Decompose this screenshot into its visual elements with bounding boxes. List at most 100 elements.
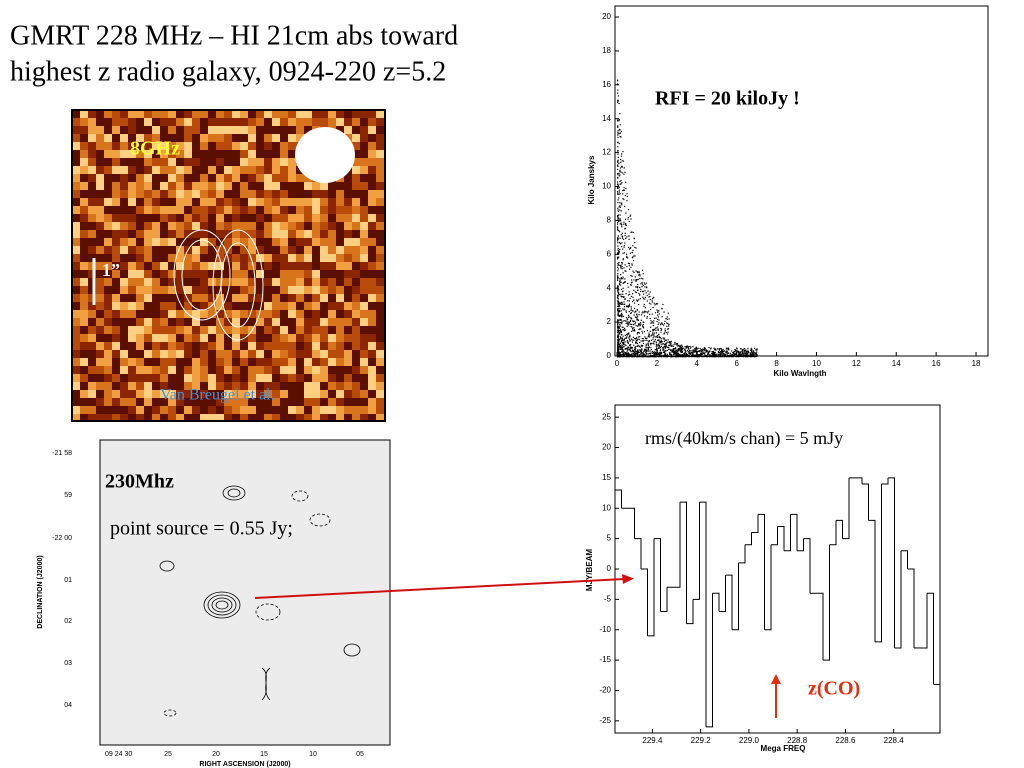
spectrum-step: [654, 538, 661, 612]
y-tick-label: 03: [64, 660, 72, 667]
x-tick-label: 09 24 30: [105, 751, 132, 758]
spectrum-step: [725, 574, 733, 630]
x-tick-label: 16: [932, 359, 941, 368]
x-tick-label: 6: [734, 359, 739, 368]
y-tick-label: 8: [607, 216, 612, 225]
y-tick-label: 01: [64, 577, 72, 584]
spectrum-step: [797, 538, 804, 552]
y-tick-label: 6: [607, 249, 612, 258]
y-tick-label: 10: [602, 182, 611, 191]
x-tick-label: 229.2: [691, 736, 712, 745]
contours: [173, 229, 264, 341]
spectrum-step: [732, 562, 739, 631]
spectrum-step: [758, 513, 765, 630]
x-tick-label: 0: [615, 359, 620, 368]
spectrum-step: [803, 538, 811, 594]
y-tick-label: 16: [602, 80, 611, 89]
map-contours: [159, 485, 361, 717]
y-tick-label: -21 58: [52, 450, 72, 457]
y-tick-label: -10: [599, 625, 611, 634]
y-tick-label: -20: [599, 686, 611, 695]
spectrum-step: [641, 568, 648, 636]
rfi-points: [616, 79, 758, 358]
spectrum-step: [862, 483, 869, 521]
band-label: 8GHz: [130, 138, 180, 160]
spectrum-step: [920, 593, 928, 649]
map-frame: [99, 439, 391, 746]
y-tick-label: 18: [602, 46, 611, 55]
y-tick-label: 4: [607, 283, 612, 292]
spectrum-step: [894, 550, 902, 649]
spectrum-step: [881, 477, 889, 485]
spectrum-step: [907, 568, 915, 648]
y-tick-label: 25: [602, 412, 611, 421]
spectrum-step: [777, 525, 785, 551]
axis-label: Mega FREQ: [761, 744, 806, 753]
x-tick-label: 18: [972, 359, 981, 368]
y-tick-label: 10: [602, 503, 611, 512]
spectrum-step: [634, 538, 642, 569]
spectrum-step: [790, 513, 798, 551]
spectrum-step: [829, 520, 837, 546]
spectrum-step: [771, 526, 778, 546]
optical-frame: [71, 109, 386, 422]
spectrum-step: [927, 592, 934, 685]
spectrum-step: [784, 514, 791, 552]
x-tick-label: 05: [356, 751, 364, 758]
y-tick-label: 12: [602, 148, 611, 157]
link-arrow: [254, 578, 625, 599]
x-tick-label: 10: [309, 751, 317, 758]
map-label: 230Mhz: [105, 471, 174, 493]
x-tick-label: 25: [164, 751, 172, 758]
axis-label: Kilo Janskys: [587, 155, 596, 204]
spectrum-step: [738, 544, 746, 564]
x-tick-label: 228.4: [884, 736, 905, 745]
zco-arrowhead: [771, 674, 781, 684]
x-tick-label: 8: [774, 359, 779, 368]
y-tick-label: 20: [602, 443, 611, 452]
x-tick-label: 20: [212, 751, 220, 758]
map-note: point source = 0.55 Jy;: [110, 518, 293, 540]
spectrum-step: [745, 532, 752, 546]
x-tick-label: 10: [812, 359, 821, 368]
spectrum-step: [888, 477, 895, 648]
spectrum-step: [868, 519, 876, 642]
source-blob: [295, 127, 355, 183]
spectrum-step: [875, 483, 882, 643]
y-tick-label: 04: [64, 702, 72, 709]
y-tick-label: 14: [602, 114, 611, 123]
spectrum-step: [855, 477, 863, 484]
axis-label: Kilo Wavlngth: [773, 369, 826, 378]
credit: Van Breugel et al.: [160, 387, 275, 404]
spectrum-step: [647, 538, 655, 637]
spectrum-step: [816, 592, 824, 661]
x-tick-label: 229.0: [739, 736, 760, 745]
y-tick-label: 20: [602, 12, 611, 21]
spectrum-step: [686, 599, 694, 625]
spectrum-step: [699, 501, 707, 727]
scale-label: 1”: [102, 260, 120, 280]
rfi-frame: [614, 5, 989, 357]
spectrum-step: [719, 575, 726, 613]
x-tick-label: 4: [695, 359, 700, 368]
optical-image: [72, 110, 385, 421]
spectrum-step: [764, 544, 772, 631]
spectrum-step: [706, 593, 713, 728]
rfi-annotation: RFI = 20 kiloJy !: [655, 88, 800, 110]
y-tick-label: 0: [607, 351, 612, 360]
y-tick-label: -15: [599, 655, 611, 664]
axis-label: RIGHT ASCENSION (J2000): [199, 761, 290, 768]
x-tick-label: 229.4: [642, 736, 663, 745]
y-tick-label: 15: [602, 473, 611, 482]
link-arrowhead: [622, 574, 634, 584]
spectrum-step: [615, 489, 622, 509]
spectrum-step: [836, 519, 843, 539]
y-tick-label: 02: [64, 618, 72, 625]
y-tick-label: 2: [607, 317, 612, 326]
spectrum-step: [693, 502, 700, 600]
spectrum-annotation: rms/(40km/s chan) = 5 mJy: [645, 428, 843, 449]
spectrum-step: [660, 587, 668, 613]
x-tick-label: 228.8: [787, 736, 808, 745]
axis-label: DECLINATION (J2000): [37, 555, 44, 628]
